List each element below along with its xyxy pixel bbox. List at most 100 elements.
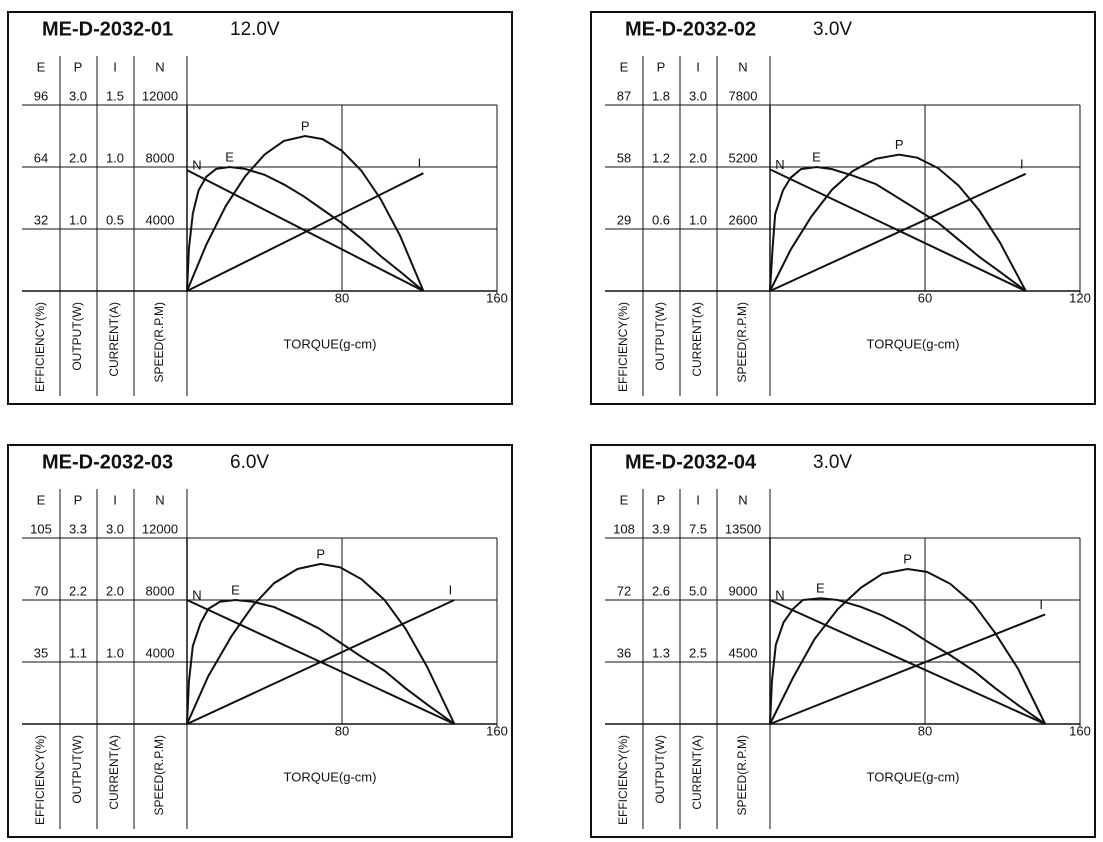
y-tick-label: 1.0: [106, 150, 124, 165]
x-axis-label: TORQUE(g-cm): [284, 336, 377, 351]
curve: [769, 567, 1047, 725]
y-tick-label: 3.3: [69, 521, 87, 536]
axis-name: N: [738, 59, 747, 74]
model-title: ME-D-2032-03: [42, 451, 173, 473]
x-tick-label: 80: [335, 290, 349, 305]
y-tick-label: 2.5: [689, 645, 707, 660]
x-axis-label: TORQUE(g-cm): [284, 769, 377, 784]
axis-name: I: [113, 492, 117, 507]
curve-label: I: [1039, 597, 1043, 612]
y-tick-label: 2.0: [69, 150, 87, 165]
y-tick-label: 2.2: [69, 583, 87, 598]
panel: ME-D-2032-03 6.0V E EFFICIENCY(%) 35 70 105 P OU…: [7, 444, 513, 838]
y-tick-label: 1.0: [106, 645, 124, 660]
axis-label: SPEED(R.P.M): [152, 302, 166, 382]
y-tick-label: 96: [34, 88, 48, 103]
axis-name: P: [657, 59, 666, 74]
model-title: ME-D-2032-04: [625, 451, 757, 473]
voltage: 3.0V: [813, 452, 852, 473]
curve-label: N: [192, 158, 201, 173]
y-tick-label: 1.0: [689, 212, 707, 227]
y-tick-label: 1.5: [106, 88, 124, 103]
y-tick-label: 4000: [146, 645, 175, 660]
y-tick-label: 1.3: [652, 645, 670, 660]
panel: ME-D-2032-04 3.0V E EFFICIENCY(%) 36 72 108 P OU…: [590, 444, 1096, 838]
y-tick-label: 7.5: [689, 521, 707, 536]
curve: [769, 172, 1027, 292]
y-tick-label: 36: [617, 645, 631, 660]
panel-border: [7, 11, 513, 405]
model-title: ME-D-2032-02: [625, 18, 756, 40]
curve: [186, 599, 455, 725]
y-tick-label: 3.0: [69, 88, 87, 103]
curve: [769, 165, 1027, 292]
y-tick-label: 8000: [146, 583, 175, 598]
axis-name: E: [620, 492, 629, 507]
curve-label: P: [301, 118, 310, 133]
x-tick-label: 80: [335, 723, 349, 738]
curve: [186, 165, 425, 292]
y-tick-label: 13500: [725, 521, 761, 536]
axis-name: N: [155, 492, 164, 507]
curve: [186, 169, 424, 292]
axis-label: EFFICIENCY(%): [33, 302, 47, 392]
y-tick-label: 70: [34, 583, 48, 598]
y-tick-label: 3.0: [689, 88, 707, 103]
y-tick-label: 35: [34, 645, 48, 660]
curve: [769, 599, 1046, 725]
curve: [769, 597, 1046, 725]
x-tick-label: 80: [918, 723, 932, 738]
panel: ME-D-2032-01 12.0V E EFFICIENCY(%) 32 64 96 P OU…: [7, 11, 513, 405]
curve-label: P: [895, 137, 904, 152]
x-tick-label: 160: [1069, 723, 1091, 738]
curve-label: N: [775, 157, 784, 172]
curve-label: E: [225, 149, 234, 164]
axis-name: N: [738, 492, 747, 507]
axis-name: N: [155, 59, 164, 74]
curve-label: E: [231, 582, 240, 597]
y-tick-label: 1.1: [69, 645, 87, 660]
axis-label: CURRENT(A): [690, 302, 704, 377]
y-tick-label: 1.2: [652, 150, 670, 165]
curve-label: N: [775, 587, 784, 602]
x-tick-label: 120: [1069, 290, 1091, 305]
y-tick-label: 8000: [146, 150, 175, 165]
y-tick-label: 2600: [729, 212, 758, 227]
axis-name: P: [74, 59, 83, 74]
axis-name: E: [37, 59, 46, 74]
y-tick-label: 2.0: [106, 583, 124, 598]
x-tick-label: 160: [486, 290, 508, 305]
y-tick-label: 0.5: [106, 212, 124, 227]
y-tick-label: 4000: [146, 212, 175, 227]
axis-label: CURRENT(A): [107, 302, 121, 377]
x-axis-label: TORQUE(g-cm): [867, 336, 960, 351]
panel-border: [7, 444, 513, 838]
axis-label: SPEED(R.P.M): [735, 302, 749, 382]
voltage: 6.0V: [230, 452, 269, 473]
axis-name: I: [113, 59, 117, 74]
y-tick-label: 12000: [142, 88, 178, 103]
y-tick-label: 2.6: [652, 583, 670, 598]
y-tick-label: 4500: [729, 645, 758, 660]
x-tick-label: 160: [486, 723, 508, 738]
curve: [186, 562, 456, 725]
panel-border: [590, 11, 1096, 405]
axis-label: SPEED(R.P.M): [735, 735, 749, 815]
y-tick-label: 32: [34, 212, 48, 227]
axis-name: E: [620, 59, 629, 74]
y-tick-label: 12000: [142, 521, 178, 536]
curve-label: E: [812, 149, 821, 164]
curve-label: I: [418, 156, 422, 171]
curve: [186, 598, 455, 725]
y-tick-label: 0.6: [652, 212, 670, 227]
curve-label: I: [449, 582, 453, 597]
axis-label: OUTPUT(W): [653, 735, 667, 804]
model-title: ME-D-2032-01: [42, 18, 173, 40]
axis-label: OUTPUT(W): [653, 302, 667, 371]
curve-label: P: [316, 546, 325, 561]
axis-label: SPEED(R.P.M): [152, 735, 166, 815]
axis-label: EFFICIENCY(%): [616, 735, 630, 825]
curve-label: E: [816, 581, 825, 596]
y-tick-label: 5.0: [689, 583, 707, 598]
curve-label: P: [903, 551, 912, 566]
